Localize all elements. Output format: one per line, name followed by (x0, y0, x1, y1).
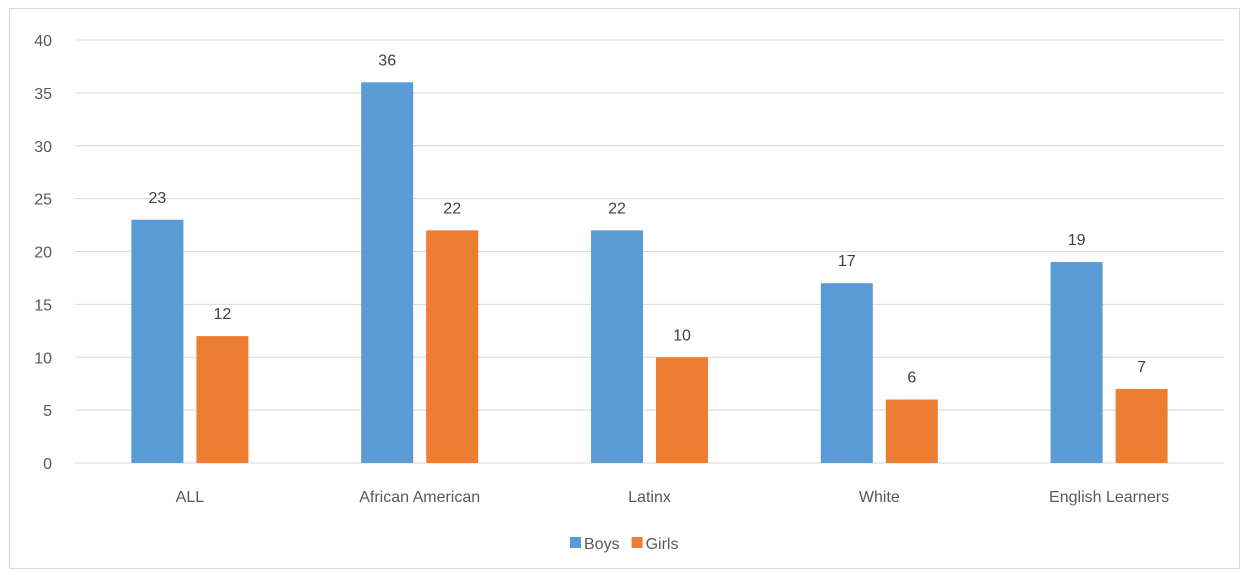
bar-boys-english-learners (1050, 262, 1103, 463)
bar-girls-all (196, 336, 249, 463)
legend: Boys Girls (570, 536, 678, 553)
bar-girls-english-learners (1115, 388, 1168, 463)
legend-label-boys: Boys (584, 536, 620, 553)
bars (131, 82, 1168, 464)
bar-boys-latinx (591, 230, 643, 463)
bar-girls-latinx (656, 357, 708, 463)
data-label: 36 (378, 52, 396, 69)
bar-boys-all (131, 219, 184, 463)
y-tick-label: 0 (43, 456, 52, 473)
bar-boys-african-american (361, 82, 414, 464)
bar-girls-african-american (426, 230, 479, 463)
data-label: 12 (214, 306, 232, 323)
y-tick-label: 20 (34, 245, 52, 262)
x-category-label: English Learners (1049, 489, 1169, 506)
legend-swatch-girls (631, 537, 643, 548)
x-category-label: White (859, 489, 900, 506)
x-category-label: Latinx (628, 489, 671, 506)
data-label: 6 (907, 370, 916, 387)
data-label: 10 (673, 327, 691, 344)
y-tick-label: 10 (34, 350, 52, 367)
legend-swatch-boys (570, 537, 581, 548)
data-label: 7 (1137, 359, 1146, 376)
data-label: 23 (149, 190, 167, 207)
x-category-label: ALL (176, 489, 205, 506)
data-labels: 23 12 36 22 22 10 17 6 19 7 (149, 52, 1147, 386)
bar-girls-white (885, 399, 938, 463)
y-tick-label: 35 (34, 86, 52, 103)
y-tick-label: 25 (34, 192, 52, 209)
data-label: 22 (608, 200, 626, 217)
bar-boys-white (820, 283, 873, 463)
data-label: 17 (838, 253, 856, 270)
y-tick-label: 40 (34, 33, 52, 50)
data-label: 22 (443, 200, 461, 217)
y-tick-label: 15 (34, 297, 52, 314)
y-tick-label: 30 (34, 139, 52, 156)
gridlines (75, 39, 1224, 464)
data-label: 19 (1068, 232, 1086, 249)
legend-label-girls: Girls (646, 536, 679, 553)
x-axis-categories: ALL African American Latinx White English Le… (176, 489, 1169, 506)
x-category-label: African American (359, 489, 480, 506)
y-axis-ticks: 0 5 10 15 20 25 30 35 40 (34, 33, 52, 473)
y-tick-label: 5 (43, 403, 52, 420)
